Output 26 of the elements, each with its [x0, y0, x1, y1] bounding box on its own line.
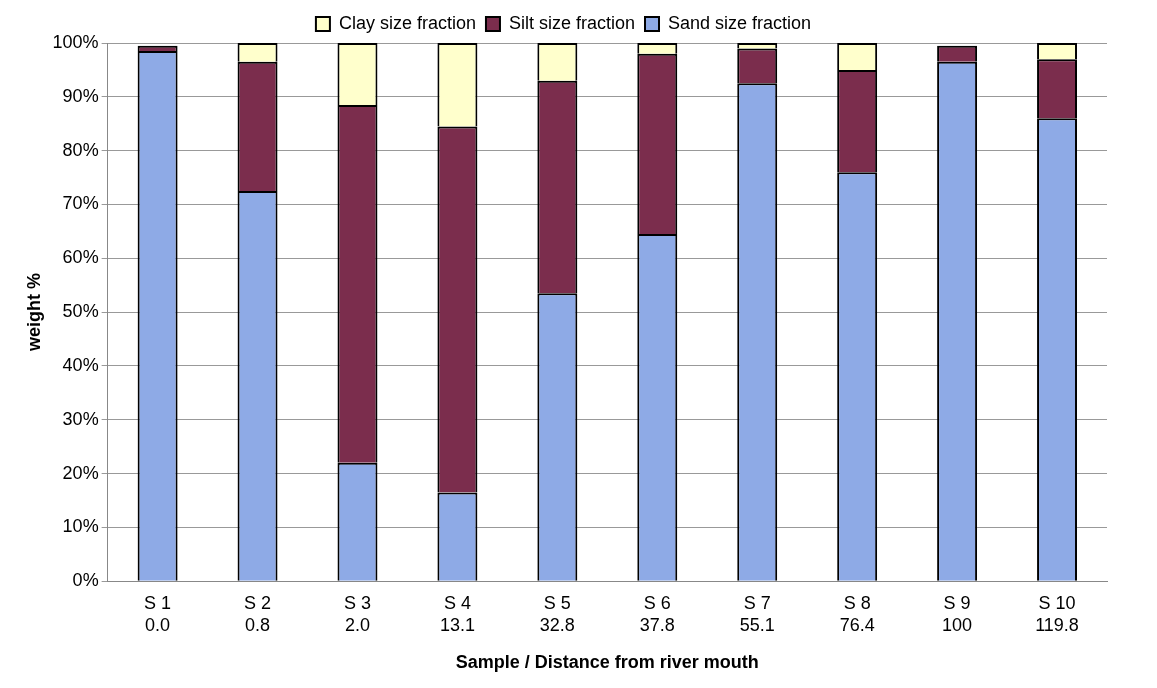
x-axis-title: Sample / Distance from river mouth	[455, 652, 759, 673]
x-tick-label: S 8 76.4	[839, 592, 875, 635]
y-tick-label: 20%	[62, 462, 99, 483]
x-tick-label: S 5 32.8	[539, 592, 575, 635]
y-tick-label: 40%	[62, 354, 99, 375]
x-tick-label: S 10 119.8	[1035, 592, 1079, 635]
y-tick-label: 100%	[52, 31, 99, 52]
legend-label: Silt size fraction	[508, 12, 636, 33]
y-tick-label: 30%	[62, 408, 99, 429]
y-tick-label: 90%	[62, 85, 99, 106]
y-tick-label: 0%	[72, 570, 99, 591]
legend-label: Clay size fraction	[338, 12, 476, 33]
x-tick-label: S 3 2.0	[343, 592, 371, 635]
y-tick-label: 70%	[62, 193, 99, 214]
x-tick-label: S 6 37.8	[639, 592, 675, 635]
y-tick-label: 10%	[62, 516, 99, 537]
y-tick-label: 50%	[62, 301, 99, 322]
x-tick-label: S 9 100	[942, 592, 973, 635]
x-tick-label: S 2 0.8	[244, 592, 272, 635]
y-tick-label: 60%	[62, 247, 99, 268]
legend-label: Sand size fraction	[668, 12, 812, 33]
y-axis-title: weight %	[23, 273, 44, 353]
y-tick-label: 80%	[62, 139, 99, 160]
x-tick-label: S 1 0.0	[144, 592, 172, 635]
x-tick-label: S 7 55.1	[739, 592, 775, 635]
x-tick-label: S 4 13.1	[439, 592, 475, 635]
